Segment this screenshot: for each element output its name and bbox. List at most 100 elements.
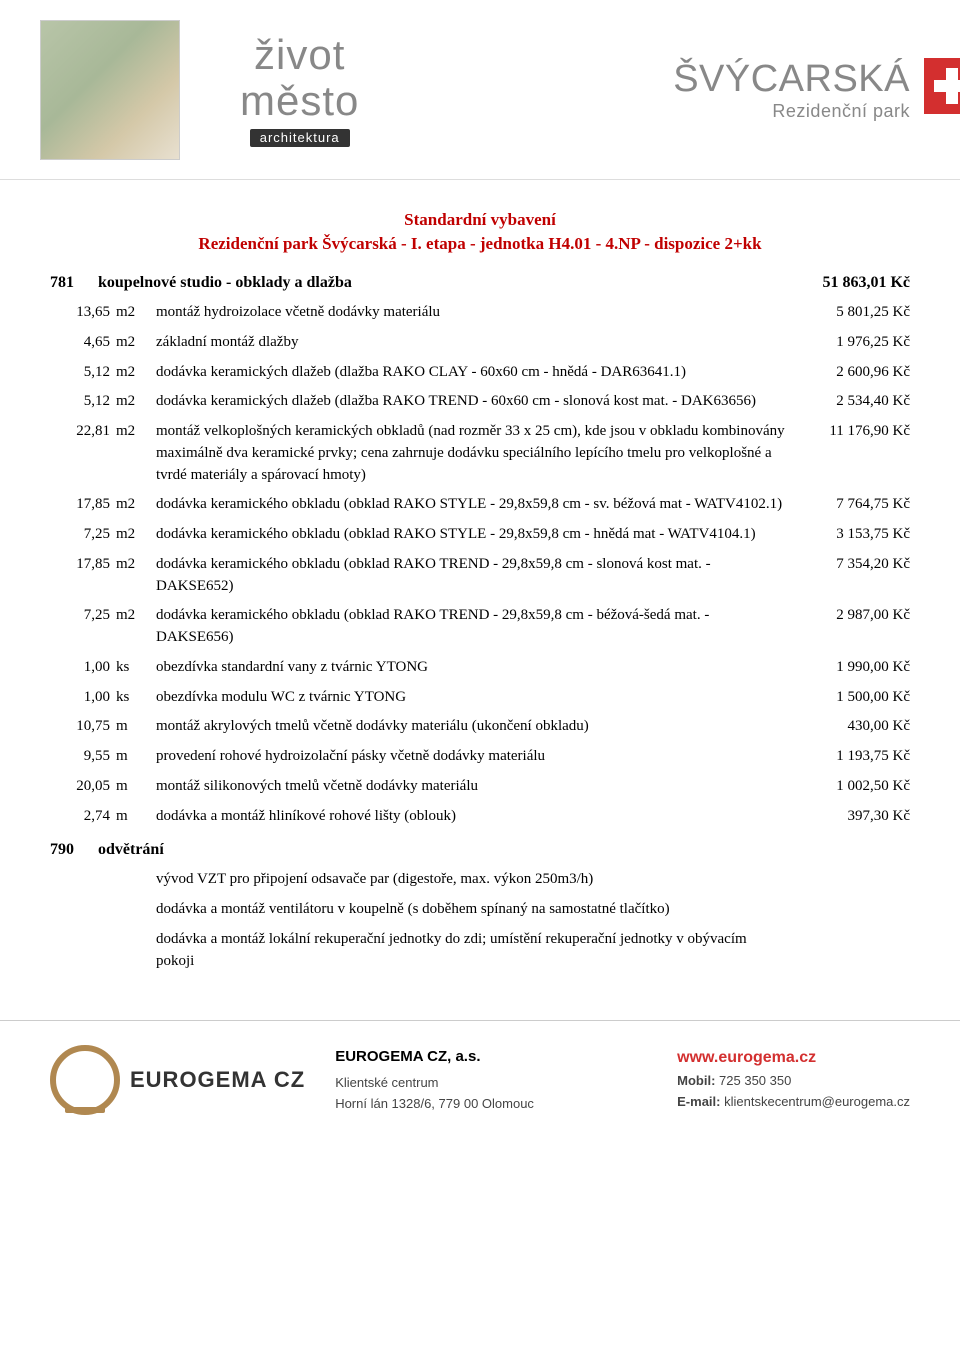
line-item: dodávka a montáž lokální rekuperační jed…	[50, 929, 910, 973]
item-unit: m2	[110, 421, 150, 443]
footer-address-line: Horní lán 1328/6, 779 00 Olomouc	[335, 1094, 534, 1115]
sections-container: 781koupelnové studio - obklady a dlažba5…	[50, 274, 910, 972]
line-item: 5,12m2dodávka keramických dlažeb (dlažba…	[50, 391, 910, 413]
item-desc: dodávka keramického obkladu (obklad RAKO…	[150, 554, 800, 598]
item-desc: montáž hydroizolace včetně dodávky mater…	[150, 302, 800, 324]
section-code: 790	[50, 841, 98, 859]
footer-mobil: Mobil: 725 350 350	[677, 1071, 910, 1092]
item-desc: provedení rohové hydroizolační pásky vče…	[150, 746, 800, 768]
item-qty: 9,55	[50, 746, 110, 768]
item-desc: obezdívka modulu WC z tvárnic YTONG	[150, 687, 800, 709]
item-unit: m2	[110, 524, 150, 546]
eurogema-ring-icon	[50, 1045, 120, 1115]
item-price: 5 801,25 Kč	[800, 302, 910, 324]
item-qty: 5,12	[50, 391, 110, 413]
doc-subtitle: Rezidenční park Švýcarská - I. etapa - j…	[50, 234, 910, 254]
section-header: 781koupelnové studio - obklady a dlažba5…	[50, 274, 910, 292]
item-unit: m	[110, 716, 150, 738]
item-unit: m	[110, 806, 150, 828]
item-unit: m2	[110, 362, 150, 384]
logo-tag: architektura	[250, 129, 350, 147]
item-desc: dodávka keramického obkladu (obklad RAKO…	[150, 494, 800, 516]
footer-contact: www.eurogema.cz Mobil: 725 350 350 E-mai…	[677, 1045, 910, 1112]
footer-center-label: Klientské centrum	[335, 1073, 534, 1094]
section-total: 51 863,01 Kč	[802, 274, 910, 292]
item-unit: m2	[110, 494, 150, 516]
item-price: 3 153,75 Kč	[800, 524, 910, 546]
logo2-line2: Rezidenční park	[673, 101, 910, 122]
item-price: 1 500,00 Kč	[800, 687, 910, 709]
line-item: 1,00ksobezdívka modulu WC z tvárnic YTON…	[50, 687, 910, 709]
item-unit: ks	[110, 657, 150, 679]
footer-company: EUROGEMA CZ, a.s.	[335, 1045, 534, 1069]
line-item: 1,00ksobezdívka standardní vany z tvárni…	[50, 657, 910, 679]
document-body: Standardní vybavení Rezidenční park Švýc…	[0, 180, 960, 1020]
line-item: 20,05mmontáž silikonových tmelů včetně d…	[50, 776, 910, 798]
item-qty: 13,65	[50, 302, 110, 324]
logo-zivot-mesto: život město architektura	[240, 32, 359, 147]
item-price: 2 534,40 Kč	[800, 391, 910, 413]
line-item: vývod VZT pro připojení odsavače par (di…	[50, 869, 910, 891]
item-desc: montáž akrylových tmelů včetně dodávky m…	[150, 716, 800, 738]
item-desc: dodávka keramických dlažeb (dlažba RAKO …	[150, 362, 800, 384]
header-photo	[40, 20, 180, 160]
line-item: 10,75mmontáž akrylových tmelů včetně dod…	[50, 716, 910, 738]
item-desc: montáž velkoplošných keramických obkladů…	[150, 421, 800, 486]
doc-title: Standardní vybavení	[50, 210, 910, 230]
item-qty: 1,00	[50, 687, 110, 709]
item-desc: montáž silikonových tmelů včetně dodávky…	[150, 776, 800, 798]
item-price: 2 987,00 Kč	[800, 605, 910, 627]
logo-line2: město	[240, 78, 359, 124]
logo2-line1: ŠVÝCARSKÁ	[673, 58, 910, 101]
logo-line1: život	[240, 32, 359, 78]
item-unit: m2	[110, 605, 150, 627]
item-qty: 10,75	[50, 716, 110, 738]
footer-url: www.eurogema.cz	[677, 1045, 910, 1071]
page-header: život město architektura ŠVÝCARSKÁ Rezid…	[0, 0, 960, 180]
item-price: 397,30 Kč	[800, 806, 910, 828]
item-price: 1 002,50 Kč	[800, 776, 910, 798]
item-desc: obezdívka standardní vany z tvárnic YTON…	[150, 657, 800, 679]
footer-address: EUROGEMA CZ, a.s. Klientské centrum Horn…	[335, 1045, 534, 1115]
item-price: 2 600,96 Kč	[800, 362, 910, 384]
footer-brand-name: EUROGEMA CZ	[130, 1067, 305, 1093]
swiss-flag-icon	[924, 58, 960, 114]
item-qty: 17,85	[50, 494, 110, 516]
item-unit: m2	[110, 302, 150, 324]
item-desc: vývod VZT pro připojení odsavače par (di…	[150, 869, 800, 891]
page-footer: EUROGEMA CZ EUROGEMA CZ, a.s. Klientské …	[0, 1020, 960, 1155]
item-unit: m2	[110, 554, 150, 576]
item-qty: 4,65	[50, 332, 110, 354]
item-unit: m	[110, 776, 150, 798]
header-left: život město architektura	[40, 20, 359, 160]
item-desc: dodávka keramického obkladu (obklad RAKO…	[150, 605, 800, 649]
item-qty: 22,81	[50, 421, 110, 443]
item-unit: m2	[110, 391, 150, 413]
line-item: 17,85m2dodávka keramického obkladu (obkl…	[50, 494, 910, 516]
item-price: 7 764,75 Kč	[800, 494, 910, 516]
item-desc: dodávka keramického obkladu (obklad RAKO…	[150, 524, 800, 546]
line-item: 22,81m2montáž velkoplošných keramických …	[50, 421, 910, 486]
item-qty: 5,12	[50, 362, 110, 384]
line-item: 13,65m2montáž hydroizolace včetně dodávk…	[50, 302, 910, 324]
footer-brand: EUROGEMA CZ	[130, 1067, 305, 1093]
item-price: 7 354,20 Kč	[800, 554, 910, 576]
item-qty: 7,25	[50, 605, 110, 627]
logo-svycarska: ŠVÝCARSKÁ Rezidenční park	[673, 58, 920, 122]
item-unit: m2	[110, 332, 150, 354]
section-code: 781	[50, 274, 98, 292]
item-price: 1 990,00 Kč	[800, 657, 910, 679]
item-desc: dodávka a montáž lokální rekuperační jed…	[150, 929, 800, 973]
line-item: 7,25m2dodávka keramického obkladu (obkla…	[50, 524, 910, 546]
section-title: koupelnové studio - obklady a dlažba	[98, 274, 802, 292]
item-price: 11 176,90 Kč	[800, 421, 910, 443]
line-item: 4,65m2základní montáž dlažby1 976,25 Kč	[50, 332, 910, 354]
item-qty: 7,25	[50, 524, 110, 546]
item-desc: základní montáž dlažby	[150, 332, 800, 354]
line-item: 7,25m2dodávka keramického obkladu (obkla…	[50, 605, 910, 649]
item-qty: 2,74	[50, 806, 110, 828]
line-item: 5,12m2dodávka keramických dlažeb (dlažba…	[50, 362, 910, 384]
section-title: odvětrání	[98, 841, 910, 859]
footer-email: E-mail: klientskecentrum@eurogema.cz	[677, 1092, 910, 1113]
item-unit: m	[110, 746, 150, 768]
